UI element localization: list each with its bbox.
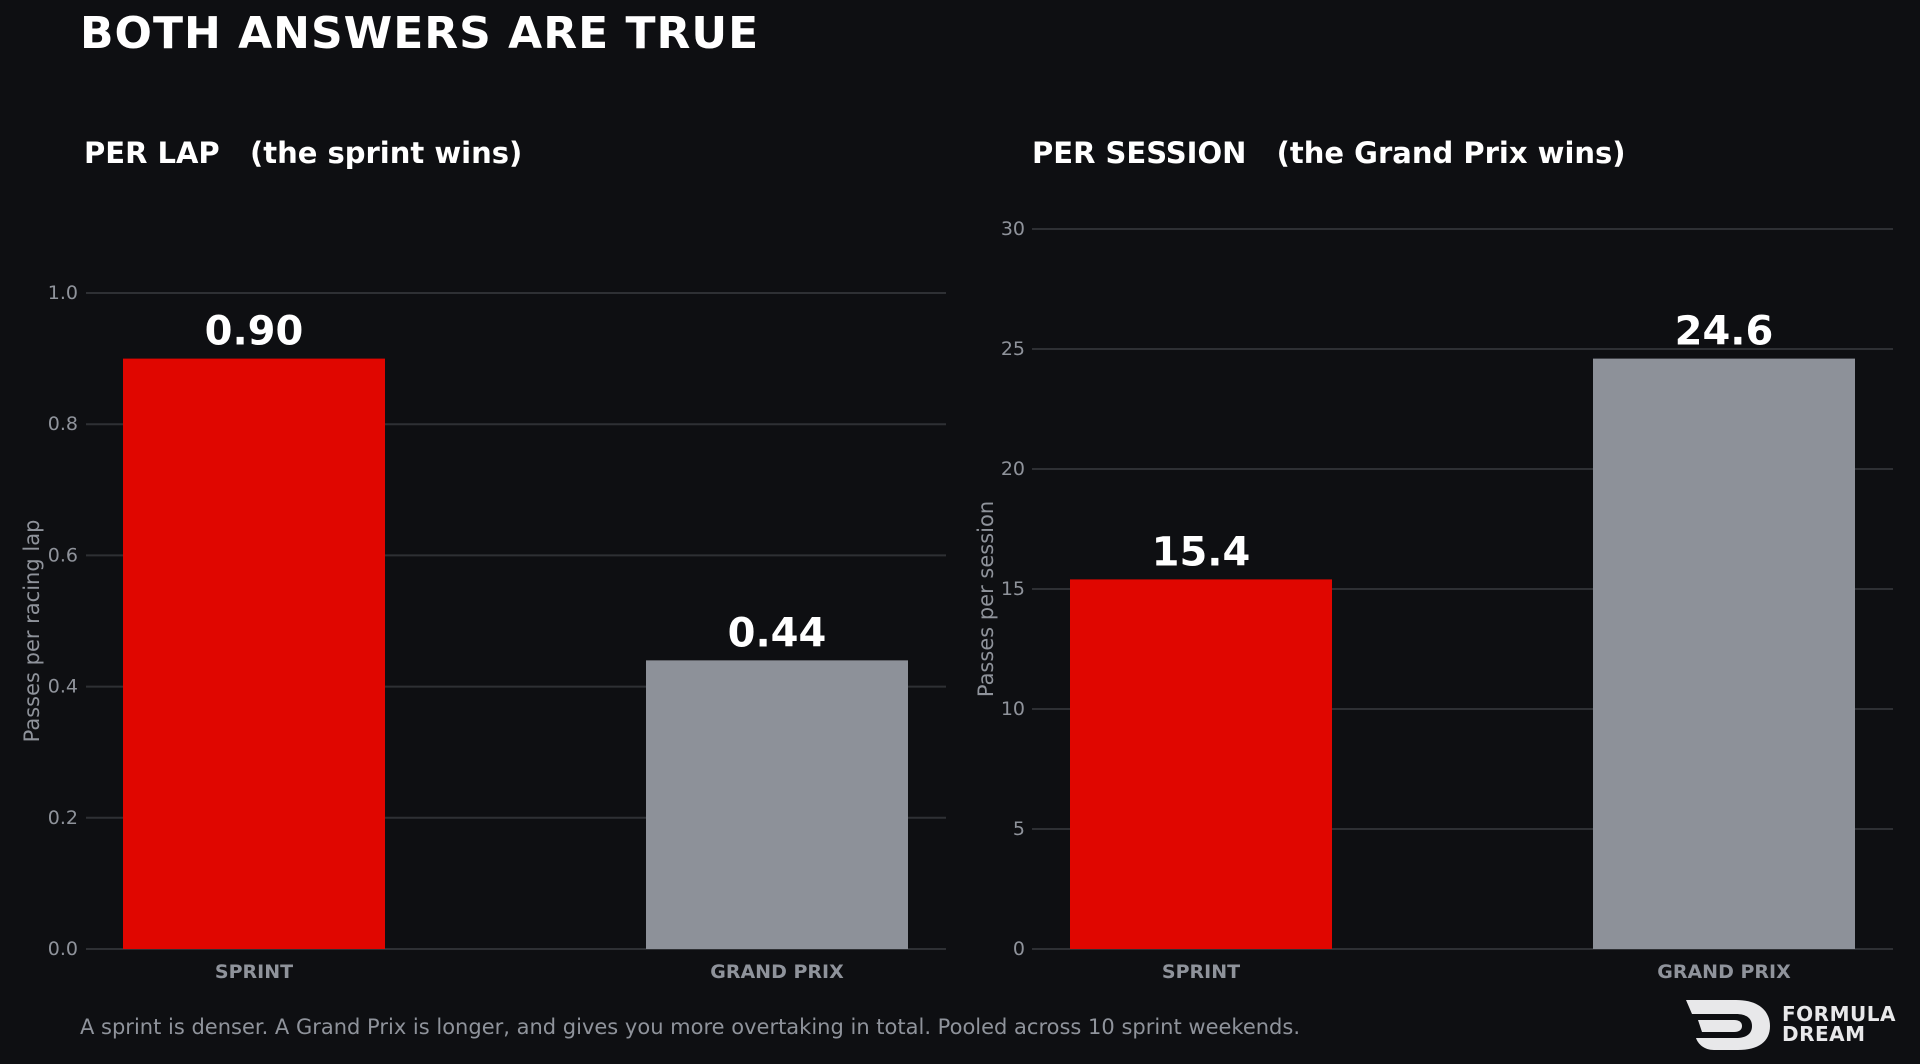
per-session-category-label: GRAND PRIX <box>1657 961 1791 983</box>
per-lap-ytick-label: 0.0 <box>48 938 78 960</box>
per-lap-ytick-label: 1.0 <box>48 282 78 304</box>
logo-line-1: FORMULA <box>1782 1002 1896 1026</box>
footnote: A sprint is denser. A Grand Prix is long… <box>80 1015 1300 1039</box>
per-session-ytick-label: 15 <box>1001 578 1025 600</box>
per-lap-value-label: 0.44 <box>728 610 827 656</box>
per-lap-bar-sprint <box>123 358 385 950</box>
per-session-bar-grand-prix <box>1593 358 1855 950</box>
chart-title-per-session: PER SESSION (the Grand Prix wins) <box>1032 136 1626 170</box>
per-session-ytick-label: 5 <box>1013 818 1025 840</box>
per-lap-category-label: SPRINT <box>215 961 293 983</box>
per-lap-ytick-label: 0.2 <box>48 807 78 829</box>
per-session-category-label: SPRINT <box>1162 961 1240 983</box>
per-lap-category-label: GRAND PRIX <box>710 961 844 983</box>
per-session-ytick-label: 25 <box>1001 338 1025 360</box>
per-lap-bar-grand-prix <box>646 660 908 949</box>
formula-dream-logo: FORMULA DREAM <box>1684 998 1910 1054</box>
per-session-value-label: 15.4 <box>1152 529 1251 575</box>
chart-title-per-lap: PER LAP (the sprint wins) <box>84 136 523 170</box>
per-session-value-label: 24.6 <box>1675 309 1774 355</box>
per-session-ytick-label: 0 <box>1013 938 1025 960</box>
logo-line-2: DREAM <box>1782 1022 1866 1046</box>
per-session-ytick-label: 10 <box>1001 698 1025 720</box>
page-title: BOTH ANSWERS ARE TRUE <box>80 8 760 59</box>
per-lap-ylabel: Passes per racing lap <box>20 520 44 743</box>
per-session-ytick-label: 30 <box>1001 218 1025 240</box>
per-lap-ytick-label: 0.6 <box>48 544 78 566</box>
per-session-bar-sprint <box>1070 579 1332 949</box>
per-lap-value-label: 0.90 <box>205 309 304 355</box>
formula-dream-logo-icon <box>1686 1000 1770 1050</box>
per-session-ylabel: Passes per session <box>974 501 998 697</box>
per-lap-ytick-label: 0.4 <box>48 676 78 698</box>
per-lap-ytick-label: 0.8 <box>48 413 78 435</box>
per-session-ytick-label: 20 <box>1001 458 1025 480</box>
